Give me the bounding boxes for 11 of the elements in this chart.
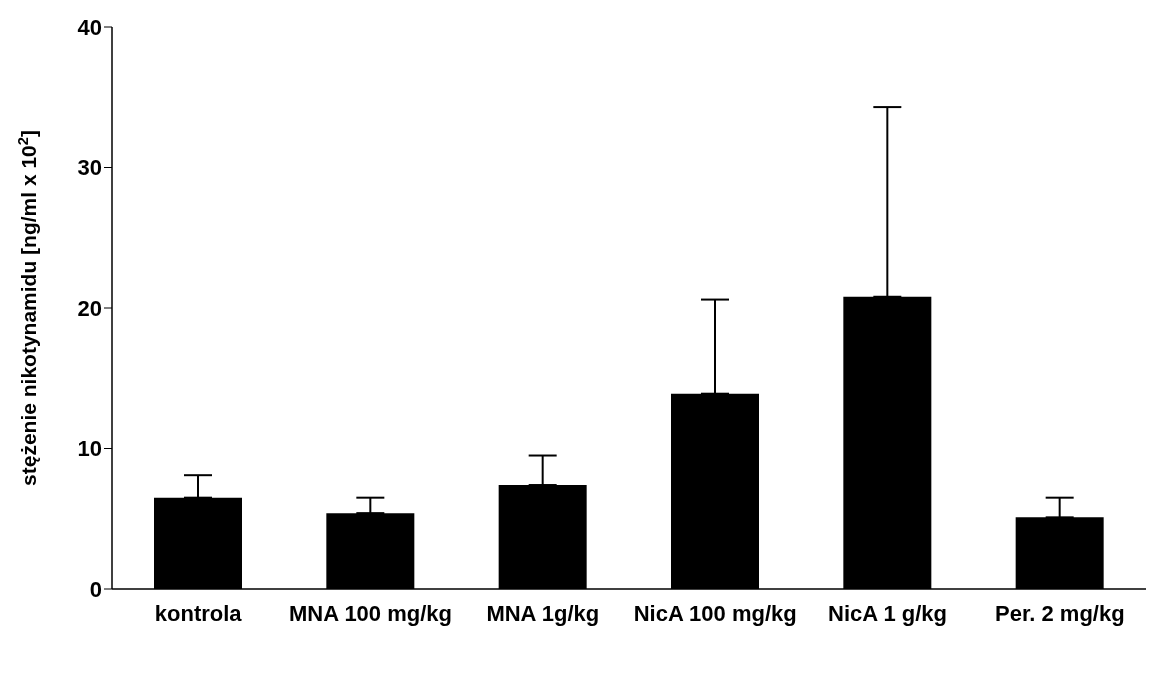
x-tick-label: MNA 1g/kg	[486, 600, 600, 626]
x-tick-label: Per. 2 mg/kg	[995, 600, 1125, 626]
x-tick-label: NicA 1 g/kg	[828, 600, 947, 626]
x-tick-label: kontrola	[154, 600, 243, 626]
x-tick-label: NicA 100 mg/kg	[633, 600, 797, 626]
x-tick-label: MNA 100 mg/kg	[288, 600, 453, 626]
y-tick-label: 30	[77, 155, 102, 181]
y-tick-label: 0	[89, 576, 102, 602]
y-tick-label: 40	[77, 14, 102, 40]
y-tick-label: 10	[77, 436, 102, 462]
y-tick-label: 20	[77, 295, 102, 321]
